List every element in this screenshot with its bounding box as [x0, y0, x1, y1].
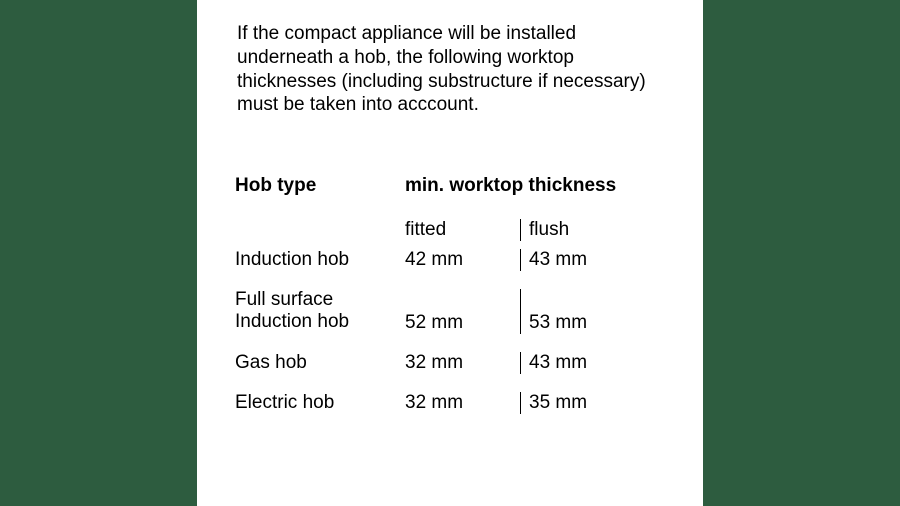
cell-flush: 35 mm	[520, 392, 640, 414]
table-row: Gas hob 32 mm 43 mm	[235, 352, 665, 374]
document-page: If the compact appliance will be install…	[197, 0, 703, 506]
cell-hob-type: Gas hob	[235, 352, 405, 374]
cell-flush: 43 mm	[520, 352, 640, 374]
cell-fitted: 52 mm	[405, 289, 520, 334]
subheader-spacer	[235, 219, 405, 241]
subheader-fitted: fitted	[405, 219, 520, 241]
table-subheader-row: fitted flush	[235, 219, 665, 241]
cell-hob-type: Induction hob	[235, 249, 405, 271]
cell-fitted-value: 52 mm	[405, 312, 520, 334]
cell-flush: 53 mm	[520, 289, 640, 334]
header-hob-type: Hob type	[235, 175, 405, 197]
cell-hob-type: Full surfaceInduction hob	[235, 289, 405, 334]
subheader-flush: flush	[520, 219, 640, 241]
intro-paragraph: If the compact appliance will be install…	[237, 22, 663, 117]
cell-hob-type: Electric hob	[235, 392, 405, 414]
cell-fitted: 32 mm	[405, 352, 520, 374]
cell-fitted: 32 mm	[405, 392, 520, 414]
worktop-thickness-table: Hob type min. worktop thickness fitted f…	[235, 175, 665, 414]
table-row: Electric hob 32 mm 35 mm	[235, 392, 665, 414]
header-thickness: min. worktop thickness	[405, 175, 665, 197]
table-row: Induction hob 42 mm 43 mm	[235, 249, 665, 271]
cell-flush-value: 53 mm	[529, 312, 640, 334]
cell-fitted: 42 mm	[405, 249, 520, 271]
cell-flush: 43 mm	[520, 249, 640, 271]
table-header-row: Hob type min. worktop thickness	[235, 175, 665, 197]
table-row: Full surfaceInduction hob 52 mm 53 mm	[235, 289, 665, 334]
